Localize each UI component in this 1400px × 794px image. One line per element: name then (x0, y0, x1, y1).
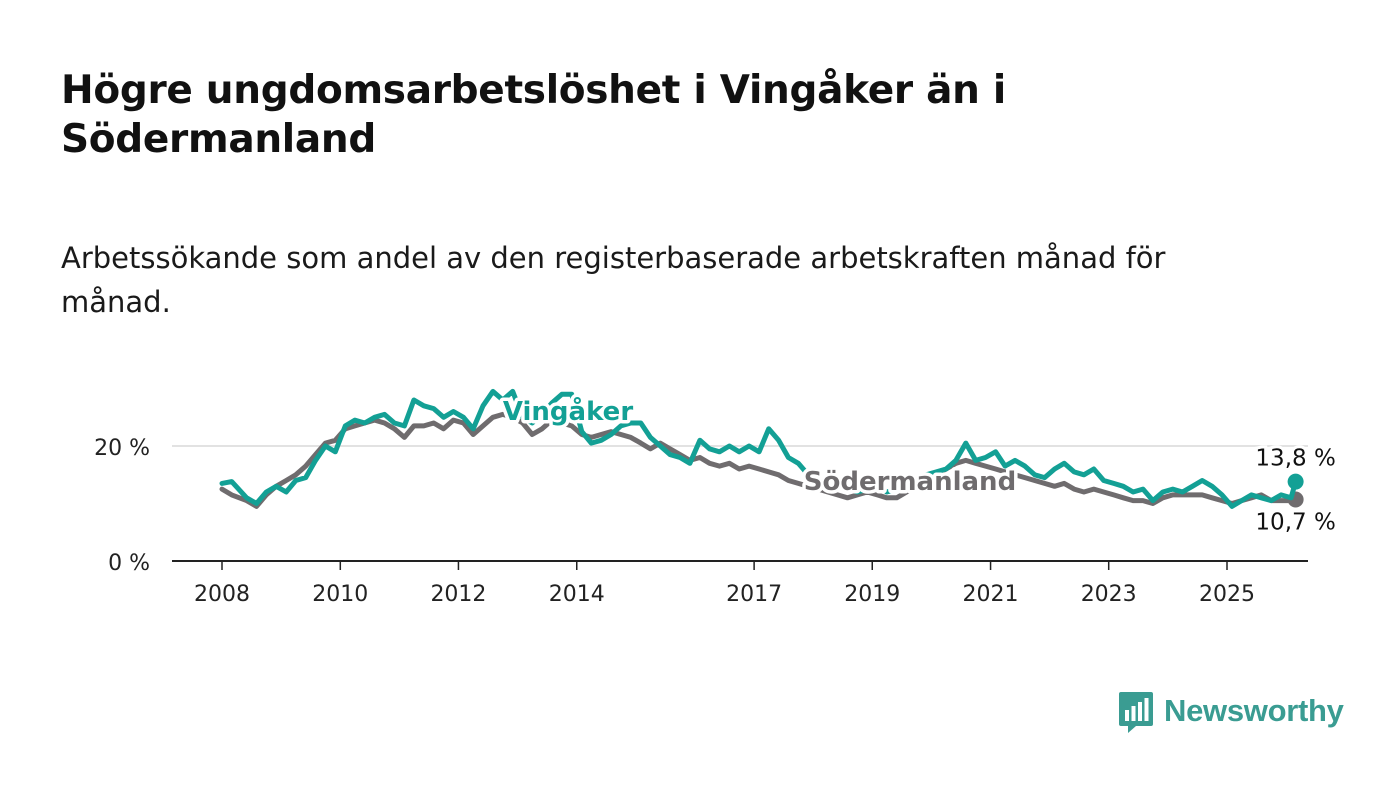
end-value-label-sodermanland: 10,7 % (1255, 509, 1335, 535)
newsworthy-logo: Newsworthy (1118, 688, 1344, 734)
x-tick-label: 2019 (844, 582, 900, 607)
chart-subtitle: Arbetssökande som andel av den registerb… (61, 241, 1166, 319)
series-line-sodermanland (219, 411, 1299, 509)
x-tick-label: 2021 (963, 582, 1019, 607)
end-value-label-vingaker: 13,8 % (1255, 446, 1335, 472)
series-lines (219, 388, 1304, 509)
series-labels: Vingåker 13,8 % Södermanland 10,7 % (499, 392, 1338, 539)
series-label-sodermanland: Södermanland (804, 467, 1016, 497)
x-tick-label: 2023 (1081, 582, 1137, 607)
x-tick-label: 2025 (1199, 582, 1255, 607)
newsworthy-logo-icon (1119, 692, 1153, 733)
y-tick-label: 0 % (108, 551, 150, 576)
chart-title: Högre ungdomsarbetslöshet i Vingåker än … (61, 68, 1006, 162)
x-tick-label: 2012 (430, 582, 486, 607)
y-axis: 0 % 20 % (94, 436, 150, 576)
x-tick-label: 2008 (194, 582, 250, 607)
brand-name: Newsworthy (1164, 693, 1344, 728)
x-axis: 2008 2010 2012 2014 2017 2019 2021 2023 2025 (172, 560, 1308, 607)
series-line-vingaker (219, 388, 1299, 509)
end-point-vingaker (1287, 473, 1304, 490)
y-tick-label: 20 % (94, 436, 150, 461)
x-tick-label: 2017 (726, 582, 782, 607)
x-tick-label: 2014 (549, 582, 605, 607)
x-tick-label: 2010 (312, 582, 368, 607)
series-label-vingaker: Vingåker (503, 395, 633, 427)
